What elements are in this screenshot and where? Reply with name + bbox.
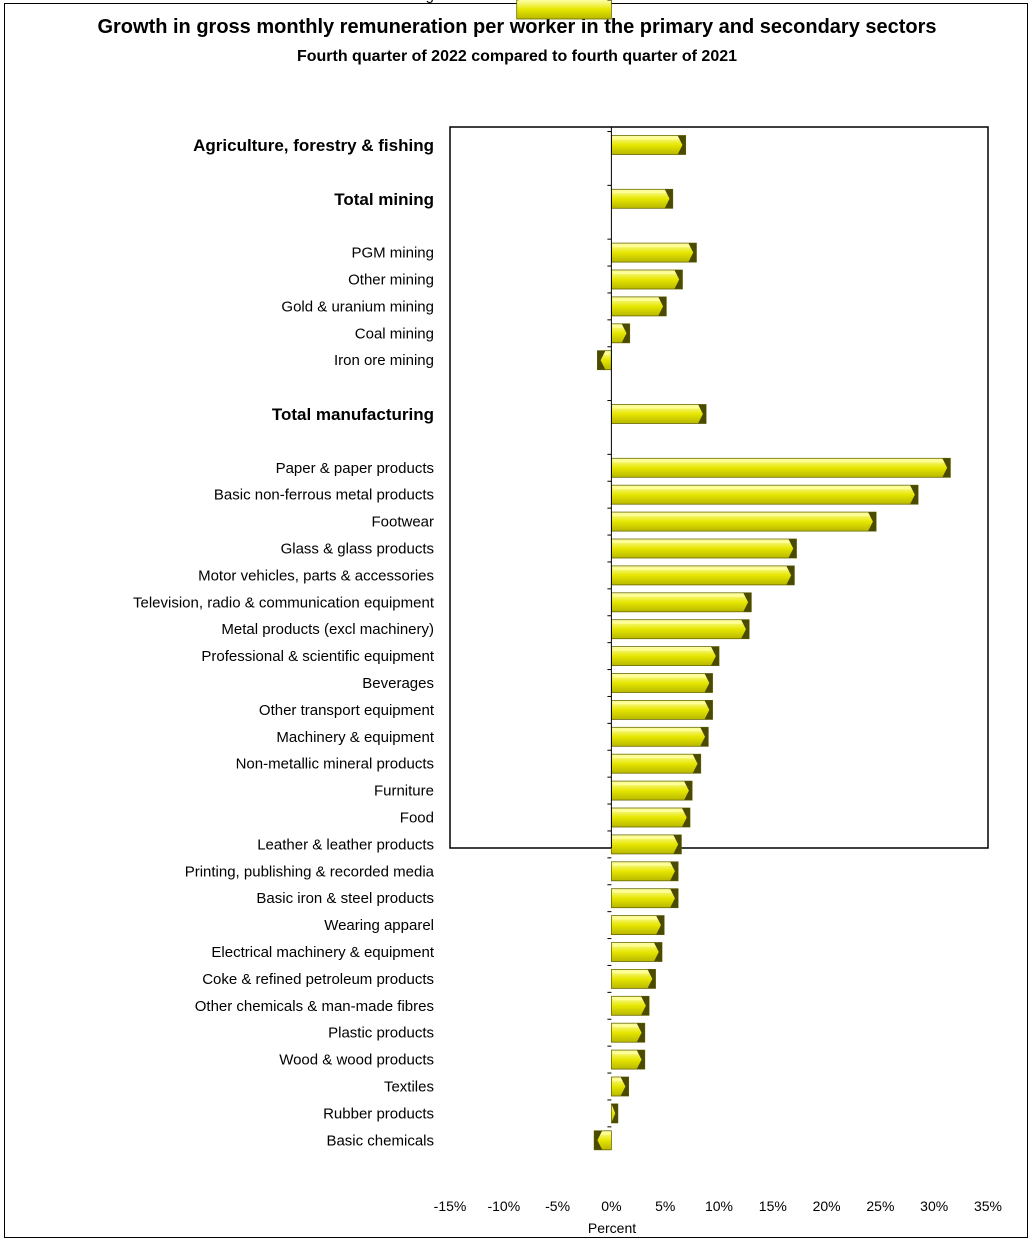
bar-textiles — [607, 1073, 628, 1096]
bar-other-chemicals-man-made-fibres — [607, 992, 649, 1015]
category-label-wearing-apparel: Wearing apparel — [324, 917, 434, 934]
category-label-total-mining: Total mining — [334, 190, 434, 209]
category-label-basic-iron-steel-products: Basic iron & steel products — [256, 890, 434, 907]
category-label-wood-wood-products: Wood & wood products — [279, 1052, 434, 1069]
category-label-agriculture-forestry-fishing: Agriculture, forestry & fishing — [193, 136, 434, 155]
bar-basic-iron-steel-products — [607, 885, 678, 908]
category-label-electrical-machinery-equipment: Electrical machinery & equipment — [211, 944, 434, 961]
x-tick-label: 5% — [655, 1198, 675, 1214]
category-label-coke-refined-petroleum-products: Coke & refined petroleum products — [202, 971, 434, 988]
category-label-other-chemicals-man-made-fibres: Other chemicals & man-made fibres — [195, 998, 434, 1015]
bar-printing-publishing-recorded-media — [607, 858, 678, 881]
category-label-plastic-products: Plastic products — [328, 1025, 434, 1042]
x-tick-label: 0% — [601, 1198, 621, 1214]
x-tick-label: 30% — [920, 1198, 948, 1214]
category-label-basic-non-ferrous-metal-products: Basic non-ferrous metal products — [214, 487, 434, 504]
category-label-basic-chemicals: Basic chemicals — [326, 1132, 434, 1149]
bar-coke-refined-petroleum-products — [607, 965, 655, 988]
category-label-metal-products-excl-machinery: Metal products (excl machinery) — [221, 621, 434, 638]
x-tick-label: 25% — [866, 1198, 894, 1214]
x-axis-title: Percent — [588, 1220, 636, 1236]
bar-rubber-products — [607, 1100, 617, 1123]
x-tick-label: -10% — [487, 1198, 520, 1214]
bar-electrical-machinery-equipment — [607, 939, 662, 962]
category-label-paper-paper-products: Paper & paper products — [276, 460, 434, 477]
category-label-motor-vehicles-parts-accessories: Motor vehicles, parts & accessories — [198, 567, 434, 584]
x-tick-labels: -15% -10% -5% 0% 5% 10% 15% 20% 25% 30% 35% — [434, 1198, 1002, 1214]
category-label-beverages: Beverages — [362, 675, 434, 692]
category-label-pgm-mining: PGM mining — [351, 245, 434, 262]
category-label-food: Food — [400, 810, 434, 827]
category-label-leather-leather-products: Leather & leather products — [257, 836, 434, 853]
bar-other-manufacturing — [517, 0, 612, 19]
bar-wearing-apparel — [607, 912, 664, 935]
category-label-footwear: Footwear — [371, 514, 434, 531]
category-label-furniture: Furniture — [374, 783, 434, 800]
category-label-rubber-products: Rubber products — [323, 1105, 434, 1122]
category-label-non-metallic-mineral-products: Non-metallic mineral products — [236, 756, 434, 773]
category-label-other-manufacturing: Other manufacturing — [297, 0, 434, 4]
x-tick-label: -5% — [545, 1198, 570, 1214]
category-label-textiles: Textiles — [384, 1079, 434, 1096]
category-label-glass-glass-products: Glass & glass products — [281, 541, 434, 558]
x-tick-label: 20% — [813, 1198, 841, 1214]
category-labels: Agriculture, forestry & fishing Total min… — [133, 0, 435, 1149]
bar-basic-chemicals — [594, 1127, 611, 1150]
category-label-total-manufacturing: Total manufacturing — [272, 405, 434, 424]
category-label-professional-scientific-equipment: Professional & scientific equipment — [201, 648, 434, 665]
category-label-television-radio-communication-equipment: Television, radio & communication equipm… — [133, 594, 435, 611]
bar-plastic-products — [607, 1019, 644, 1042]
x-tick-label: 10% — [705, 1198, 733, 1214]
bar-wood-wood-products — [607, 1046, 644, 1069]
category-label-other-mining: Other mining — [348, 272, 434, 289]
category-label-iron-ore-mining: Iron ore mining — [334, 352, 434, 369]
x-tick-label: -15% — [434, 1198, 467, 1214]
category-label-other-transport-equipment: Other transport equipment — [259, 702, 435, 719]
category-label-machinery-equipment: Machinery & equipment — [276, 729, 434, 746]
category-label-gold-uranium-mining: Gold & uranium mining — [281, 298, 434, 315]
category-label-coal-mining: Coal mining — [355, 325, 434, 342]
x-tick-label: 15% — [759, 1198, 787, 1214]
category-label-printing-publishing-recorded-media: Printing, publishing & recorded media — [185, 863, 435, 880]
x-tick-label: 35% — [974, 1198, 1002, 1214]
